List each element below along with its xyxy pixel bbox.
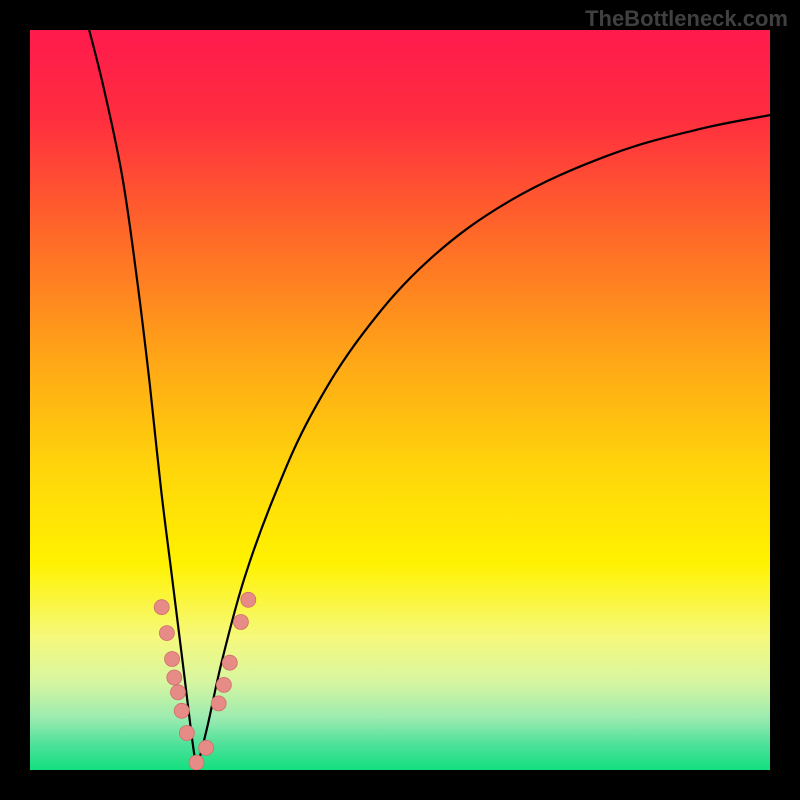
data-marker (165, 652, 180, 667)
data-marker (241, 592, 256, 607)
gradient-background (30, 30, 770, 770)
data-marker (222, 655, 237, 670)
chart-svg (30, 30, 770, 770)
data-marker (159, 626, 174, 641)
data-marker (179, 726, 194, 741)
plot-area (30, 30, 770, 770)
data-marker (216, 677, 231, 692)
watermark-text: TheBottleneck.com (585, 6, 788, 32)
chart-frame: TheBottleneck.com (0, 0, 800, 800)
data-marker (154, 600, 169, 615)
data-marker (199, 740, 214, 755)
data-marker (189, 755, 204, 770)
data-marker (167, 670, 182, 685)
data-marker (233, 615, 248, 630)
data-marker (211, 696, 226, 711)
data-marker (174, 703, 189, 718)
data-marker (171, 685, 186, 700)
